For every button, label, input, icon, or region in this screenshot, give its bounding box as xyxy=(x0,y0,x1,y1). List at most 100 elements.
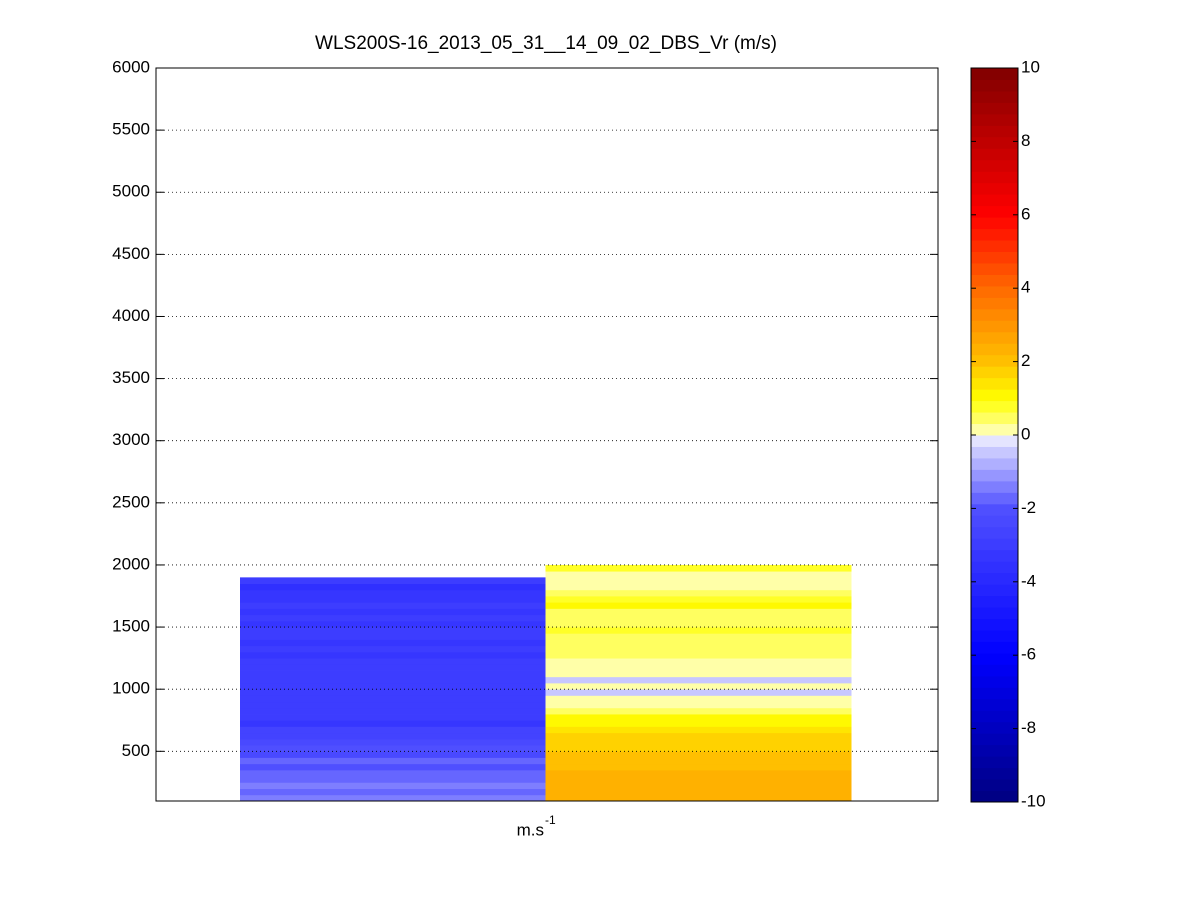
colorbar-band xyxy=(971,652,1018,665)
colorbar-band xyxy=(971,435,1018,447)
colorbar-band xyxy=(971,366,1018,379)
colorbar-band xyxy=(971,790,1018,803)
heatmap-cell xyxy=(240,776,546,783)
heatmap-cell xyxy=(545,583,852,591)
y-tick-label: 5000 xyxy=(112,182,150,201)
colorbar-band xyxy=(971,492,1018,505)
colorbar-tick-label: -10 xyxy=(1021,791,1046,810)
colorbar-band xyxy=(971,205,1018,218)
colorbar-band xyxy=(971,469,1018,482)
heatmap-cell xyxy=(545,695,852,703)
colorbar-band xyxy=(971,584,1018,597)
y-tick-label: 1000 xyxy=(112,679,150,698)
colorbar-band xyxy=(971,733,1018,746)
y-tick-label: 4500 xyxy=(112,244,150,263)
colorbar-band xyxy=(971,756,1018,769)
colorbar-tick-label: -2 xyxy=(1021,498,1036,517)
colorbar-band xyxy=(971,721,1018,734)
heatmap-cell xyxy=(240,738,546,746)
heatmap-cell xyxy=(240,695,546,703)
heatmap-cell xyxy=(545,763,852,771)
plot-frame xyxy=(155,67,939,802)
heatmap-cell xyxy=(545,658,852,665)
colorbar-band xyxy=(971,285,1018,298)
colorbar-tick-label: 6 xyxy=(1021,204,1030,223)
heatmap-cell xyxy=(240,664,546,671)
colorbar-tick-label: 0 xyxy=(1021,424,1030,443)
colorbar-band xyxy=(971,400,1018,413)
colorbar-band xyxy=(971,297,1018,310)
colorbar-band xyxy=(971,125,1018,138)
heatmap-cell xyxy=(545,726,852,734)
heatmap-cell xyxy=(545,676,852,684)
colorbar-band xyxy=(971,251,1018,264)
heatmap-cell xyxy=(240,745,546,752)
heatmap-cell xyxy=(545,751,852,758)
heatmap-cell xyxy=(240,757,546,765)
heatmap-cell xyxy=(240,602,546,609)
colorbar-band xyxy=(971,354,1018,367)
colorbar-band xyxy=(971,159,1018,172)
heatmap-cell xyxy=(240,645,546,653)
colorbar-band xyxy=(971,102,1018,115)
colorbar-band xyxy=(971,136,1018,149)
colorbar-band xyxy=(971,262,1018,275)
heatmap-cell xyxy=(545,620,852,628)
heatmap-cell xyxy=(545,664,852,671)
y-tick-label: 3500 xyxy=(112,368,150,387)
colorbar-band xyxy=(971,194,1018,207)
heatmap-cell xyxy=(240,794,546,802)
y-tick-label: 2500 xyxy=(112,492,150,511)
heatmap-cell xyxy=(545,707,852,715)
y-tick-label: 500 xyxy=(122,741,150,760)
heatmap-cell xyxy=(545,608,852,616)
colorbar-band xyxy=(971,618,1018,631)
heatmap-cell xyxy=(545,577,852,584)
colorbar-band xyxy=(971,572,1018,585)
colorbar-tick-label: 2 xyxy=(1021,351,1030,370)
colorbar-band xyxy=(971,744,1018,757)
chart-title: WLS200S-16_2013_05_31__14_09_02_DBS_Vr (… xyxy=(315,33,777,54)
heatmap-cell xyxy=(240,676,546,684)
heatmap-cell xyxy=(240,596,546,603)
heatmap-cell xyxy=(545,571,852,578)
colorbar-band xyxy=(971,767,1018,780)
heatmap-cell xyxy=(545,596,852,603)
heatmap-cell xyxy=(545,639,852,647)
y-tick-label: 5500 xyxy=(112,120,150,139)
heatmap-cell xyxy=(545,720,852,727)
colorbar-band xyxy=(971,240,1018,252)
colorbar-band xyxy=(971,412,1018,425)
colorbar-tick-label: 8 xyxy=(1021,131,1030,150)
heatmap-cell xyxy=(545,788,852,796)
colorbar-band xyxy=(971,148,1018,161)
colorbar-band xyxy=(971,320,1018,333)
colorbar-band xyxy=(971,526,1018,539)
heatmap-cell xyxy=(240,614,546,622)
heatmap-cell xyxy=(545,714,852,721)
heatmap-cell xyxy=(240,633,546,640)
heatmap-cell xyxy=(545,701,852,709)
heatmap-cell xyxy=(240,682,546,690)
heatmap-cell xyxy=(545,651,852,659)
heatmap-cell xyxy=(240,608,546,616)
colorbar-band xyxy=(971,561,1018,574)
heatmap-cell xyxy=(545,627,852,634)
heatmap-cell xyxy=(545,689,852,696)
x-axis-label: m.s xyxy=(517,820,544,839)
heatmap-cell xyxy=(545,589,852,597)
heatmap-cell xyxy=(240,707,546,715)
heatmap-cell xyxy=(545,782,852,789)
heatmap-cell xyxy=(545,682,852,690)
heatmap-cell xyxy=(240,577,546,584)
colorbar-band xyxy=(971,308,1018,321)
heatmap-cell xyxy=(545,645,852,653)
heatmap-cell xyxy=(545,769,852,777)
heatmap-cell xyxy=(545,757,852,765)
colorbar-band xyxy=(971,457,1018,470)
heatmap-cell xyxy=(545,670,852,678)
colorbar-band xyxy=(971,79,1018,92)
heatmap-cell xyxy=(545,738,852,746)
heatmap-cell xyxy=(240,689,546,696)
colorbar-band xyxy=(971,675,1018,688)
